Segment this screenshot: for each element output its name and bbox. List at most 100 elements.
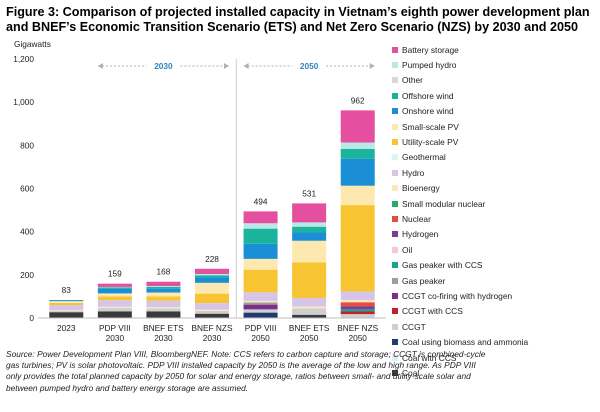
legend-label: Coal using biomass and ammonia bbox=[402, 337, 529, 348]
y-tick-label: 800 bbox=[20, 140, 34, 150]
bar-segment bbox=[97, 300, 132, 307]
bar-segment bbox=[243, 300, 278, 303]
bar-segment bbox=[340, 314, 375, 318]
bar-segment bbox=[340, 311, 375, 315]
x-tick-label-year: 2050 bbox=[348, 333, 367, 343]
legend-item: Bioenergy bbox=[392, 181, 597, 196]
legend-label: Battery storage bbox=[402, 44, 459, 55]
legend-item: Small-scale PV bbox=[392, 119, 597, 134]
bar-segment bbox=[195, 282, 229, 294]
total-label: 83 bbox=[62, 285, 72, 295]
bar-segment bbox=[146, 296, 181, 301]
legend-swatch bbox=[392, 308, 398, 315]
legend-label: Nuclear bbox=[402, 213, 431, 224]
bar-segment bbox=[195, 277, 229, 283]
bar-segment bbox=[195, 273, 229, 276]
bar-segment bbox=[97, 296, 132, 301]
bar-segment bbox=[195, 310, 229, 314]
bar-segment bbox=[97, 306, 132, 308]
total-label: 494 bbox=[254, 196, 268, 206]
bar-segment bbox=[340, 291, 375, 301]
bar-segment bbox=[292, 203, 327, 223]
source-note-line1: Source: Power Development Plan VIII, Blo… bbox=[6, 349, 486, 359]
legend-swatch bbox=[392, 185, 398, 192]
period-label: 2050 bbox=[300, 61, 319, 71]
bar-segment bbox=[243, 228, 278, 244]
bar-segment bbox=[146, 292, 181, 297]
bar-segment bbox=[243, 302, 278, 305]
legend-label: CCGT co-firing with hydrogen bbox=[402, 290, 513, 301]
bar-segment bbox=[49, 300, 84, 302]
legend-label: Bioenergy bbox=[402, 183, 440, 194]
total-label: 228 bbox=[205, 254, 219, 264]
legend-swatch bbox=[392, 92, 398, 99]
bar-segment bbox=[49, 310, 84, 311]
bar-segment bbox=[292, 314, 327, 318]
bar-segment bbox=[292, 262, 327, 298]
x-tick-label: BNEF ETS bbox=[289, 323, 330, 333]
bar-segment bbox=[146, 307, 181, 309]
period-arrow-right-head bbox=[369, 63, 375, 69]
bar-segment bbox=[49, 310, 84, 313]
source-note: Source: Power Development Plan VIII, Blo… bbox=[6, 349, 594, 394]
legend-swatch bbox=[392, 123, 398, 130]
legend-item: Coal using biomass and ammonia bbox=[392, 334, 597, 349]
x-tick-label: PDP VIII bbox=[245, 323, 277, 333]
x-tick-label: BNEF ETS bbox=[143, 323, 184, 333]
legend-item: CCGT bbox=[392, 319, 597, 334]
bar-segment bbox=[49, 301, 84, 303]
bar-segment bbox=[195, 309, 229, 311]
x-tick-label-year: 2030 bbox=[203, 333, 222, 343]
bar-segment bbox=[146, 286, 181, 287]
bar-segment bbox=[340, 185, 375, 206]
total-label: 168 bbox=[157, 267, 171, 277]
bar-segment bbox=[146, 300, 181, 308]
legend-item: Pumped hydro bbox=[392, 57, 597, 72]
legend-label: Oil bbox=[402, 244, 413, 255]
bar-segment bbox=[97, 288, 132, 294]
legend-item: Coal bbox=[392, 365, 597, 380]
legend-swatch bbox=[392, 339, 398, 346]
bar-segment bbox=[243, 211, 278, 224]
x-tick-label: BNEF NZS bbox=[337, 323, 378, 333]
bar-segment bbox=[243, 243, 278, 259]
bar-segment bbox=[49, 302, 84, 306]
bar-segment bbox=[49, 305, 84, 311]
bar-segment bbox=[340, 158, 375, 186]
figure-title-line1: Figure 3: Comparison of projected instal… bbox=[6, 5, 590, 19]
legend-label: Coal with CCS bbox=[402, 352, 457, 363]
legend-item: Onshore wind bbox=[392, 104, 597, 119]
legend-label: Utility-scale PV bbox=[402, 137, 459, 148]
bar-segment bbox=[195, 303, 229, 310]
legend-item: Nuclear bbox=[392, 211, 597, 226]
bar-segment bbox=[243, 223, 278, 229]
bar-segment bbox=[195, 293, 229, 304]
legend-label: Other bbox=[402, 75, 423, 86]
bar-segment bbox=[340, 149, 375, 159]
legend-label: Hydro bbox=[402, 167, 425, 178]
bar-segment bbox=[195, 268, 229, 274]
bar-segment bbox=[340, 205, 375, 292]
bar-segment bbox=[340, 306, 375, 310]
x-tick-label-year: 2030 bbox=[106, 333, 125, 343]
period-label: 2030 bbox=[154, 61, 173, 71]
legend-item: Geothermal bbox=[392, 150, 597, 165]
bar-segment bbox=[97, 293, 132, 297]
x-tick-label-year: 2050 bbox=[300, 333, 319, 343]
y-tick-label: 1,000 bbox=[13, 97, 34, 107]
total-label: 962 bbox=[351, 95, 365, 105]
legend-swatch bbox=[392, 262, 398, 269]
bar-segment bbox=[146, 308, 181, 312]
y-tick-label: 200 bbox=[20, 270, 34, 280]
legend-item: Gas peaker with CCS bbox=[392, 257, 597, 272]
bar-segment bbox=[292, 308, 327, 315]
legend-swatch bbox=[392, 354, 398, 361]
y-tick-label: 400 bbox=[20, 227, 34, 237]
x-tick-label-year: 2030 bbox=[154, 333, 173, 343]
legend-swatch bbox=[392, 46, 398, 53]
bar-segment bbox=[292, 306, 327, 309]
legend-label: Gas peaker bbox=[402, 275, 446, 286]
x-tick-label: BNEF NZS bbox=[191, 323, 232, 333]
legend-swatch bbox=[392, 200, 398, 207]
